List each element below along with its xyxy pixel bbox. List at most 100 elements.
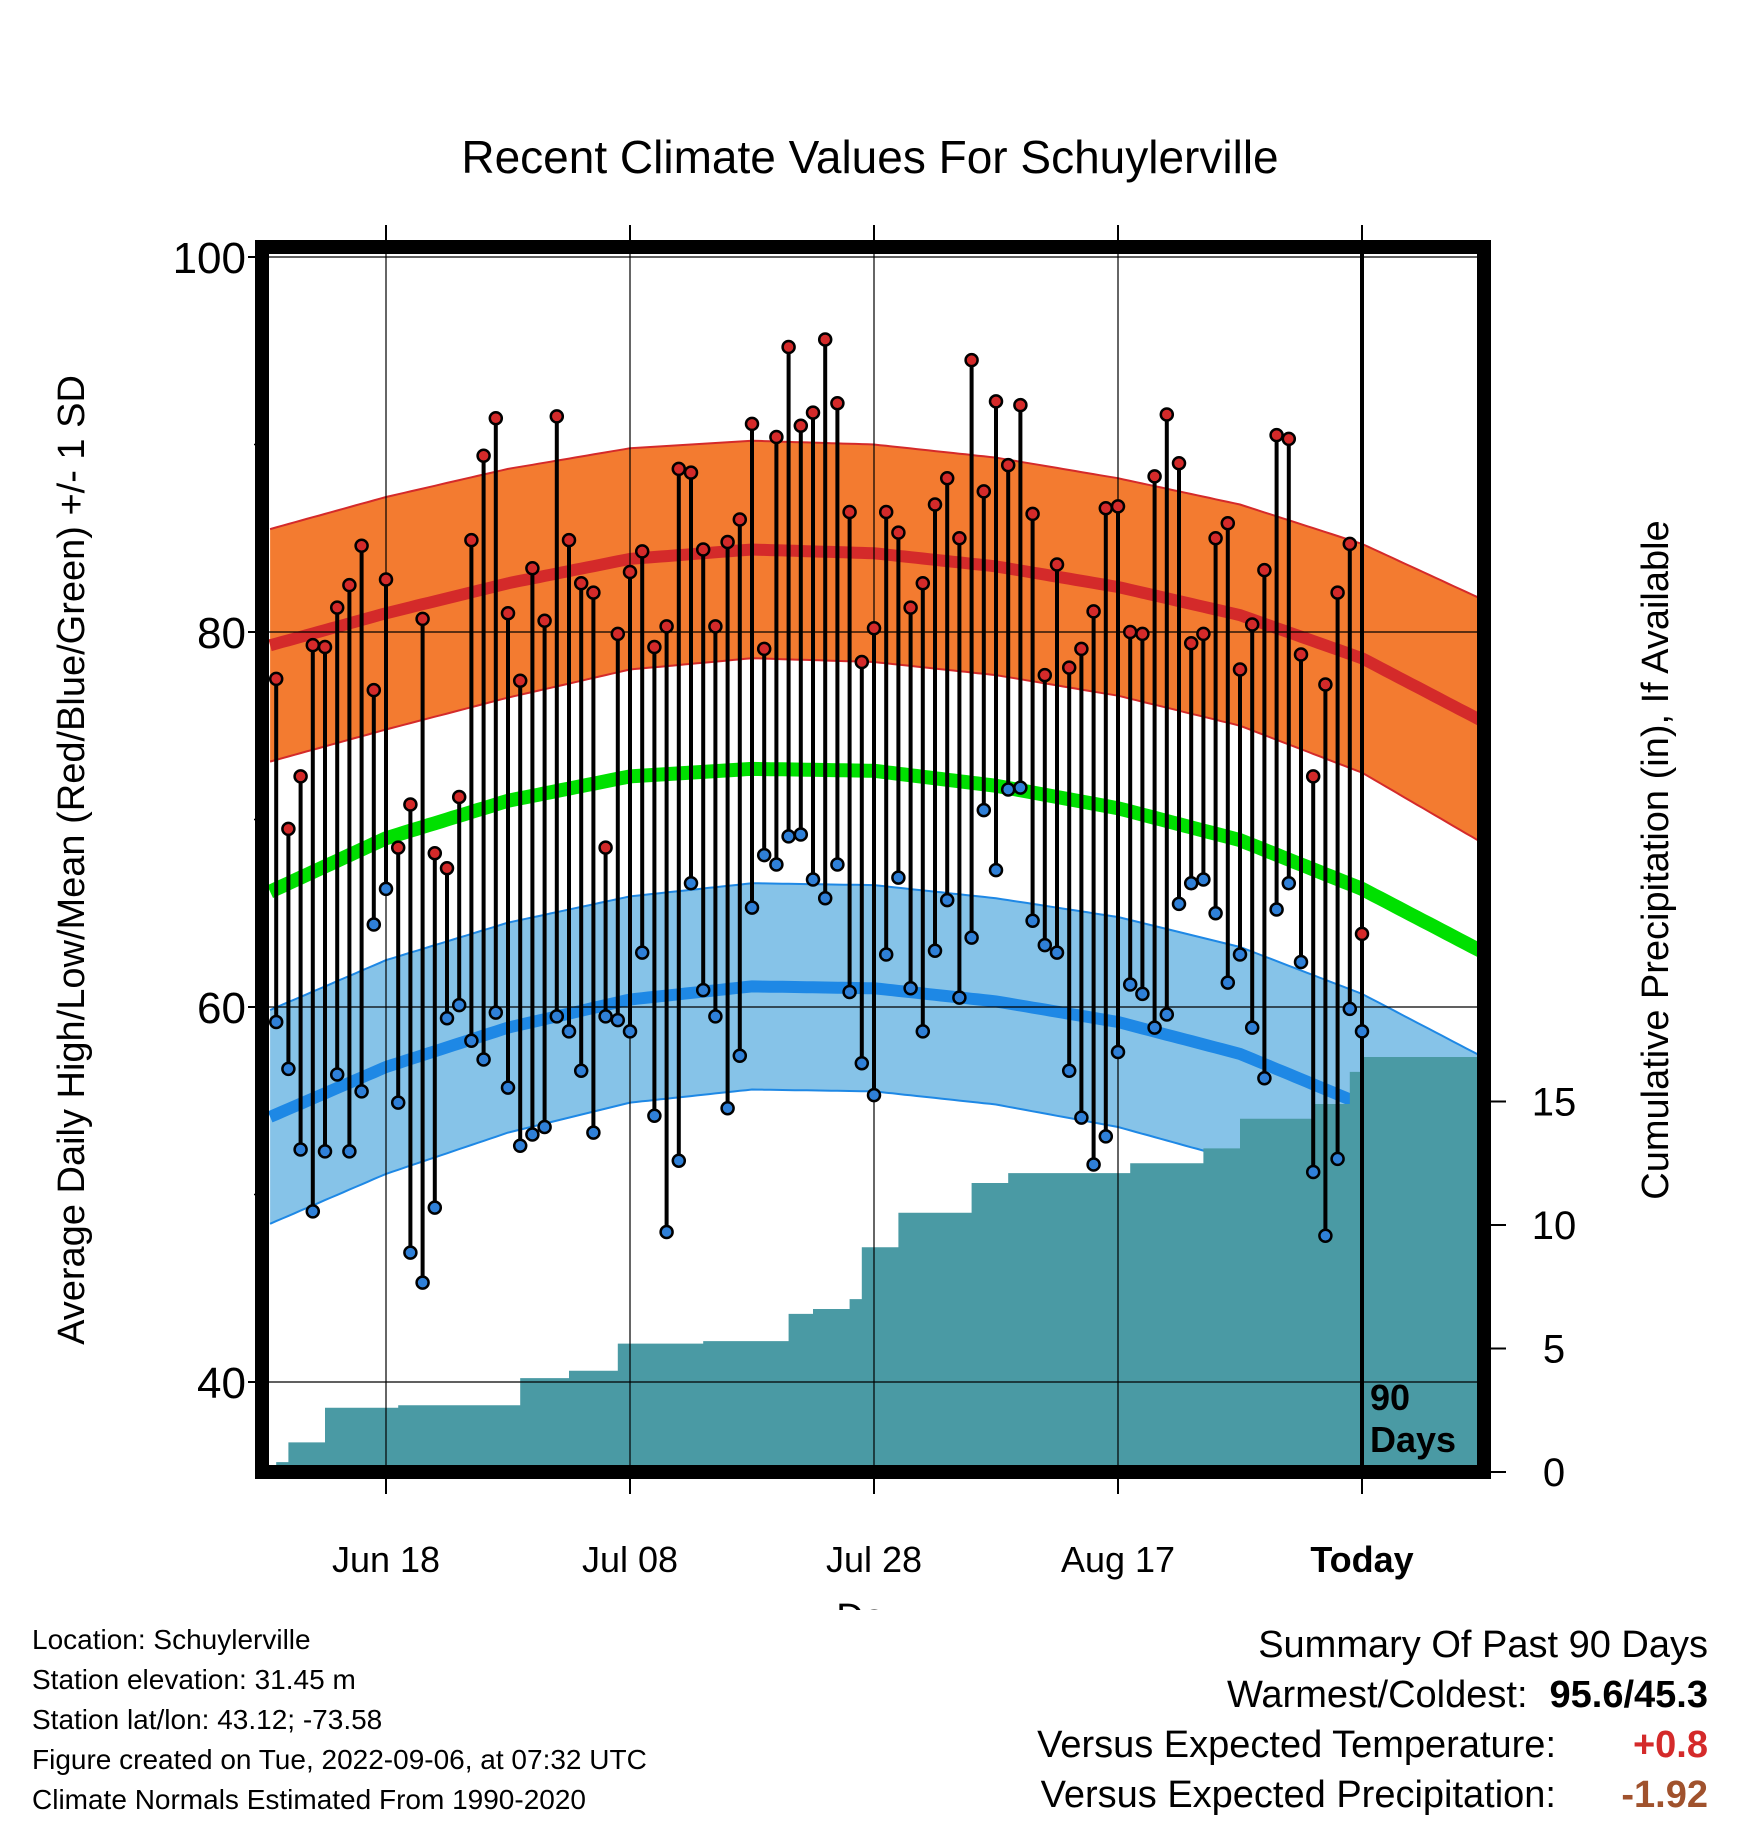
high-point [1159,407,1175,422]
low-point [1342,1001,1358,1017]
high-point [378,572,394,587]
high-point [329,600,345,615]
high-point [1037,667,1053,683]
low-point [1061,1063,1077,1078]
low-point [439,1011,455,1026]
low-point [476,1052,491,1067]
low-point [1305,1164,1321,1180]
high-point [1269,427,1284,443]
high-point [317,639,333,655]
low-point [708,1009,723,1024]
y-tick-label: 60 [197,984,246,1033]
high-point [1000,457,1016,473]
low-point [830,857,845,872]
low-point [500,1080,516,1095]
low-point [1318,1228,1333,1243]
low-point [525,1127,540,1142]
x-axis-label: Day [836,1597,904,1610]
low-point [1281,876,1297,891]
low-point [1208,906,1223,921]
high-point [500,606,516,621]
low-point [512,1138,528,1153]
low-point [390,1095,406,1110]
high-point [720,534,735,550]
low-point [378,881,394,897]
low-point [1049,945,1065,960]
high-point [1342,536,1358,552]
high-point [1074,641,1089,657]
low-point [366,917,382,932]
low-point [720,1101,735,1116]
low-point [415,1275,430,1290]
temp-departure-label: Versus Expected Temperature: [1037,1724,1556,1766]
high-point [1025,506,1040,522]
warmest-coldest-row: Warmest/Coldest: 95.6/45.3 [1037,1670,1708,1720]
low-point [732,1048,748,1063]
low-point [317,1144,333,1159]
high-point [415,611,430,627]
high-point [805,405,821,420]
low-point [464,1033,479,1048]
high-point [1244,617,1260,632]
warmest-coldest-value: 95.6/45.3 [1549,1674,1708,1716]
low-point [854,1056,870,1071]
low-point [1244,1020,1260,1035]
y2-tick-label: 0 [1543,1451,1565,1495]
climate-chart: Recent Climate Values For Schuylerville … [51,131,1677,1610]
x-tick-label: Jul 08 [582,1539,678,1580]
high-point [1330,585,1345,600]
low-point [756,847,772,863]
low-point [1122,977,1138,992]
high-point [512,673,528,688]
high-point [281,821,296,837]
high-point [1135,626,1150,642]
high-point [817,332,833,347]
high-point [1098,501,1114,516]
high-point [1220,516,1236,531]
low-point [1147,1020,1162,1035]
y-tick-label: 40 [197,1359,246,1408]
low-point [561,1024,577,1039]
high-point [708,619,723,634]
high-point [695,542,711,557]
high-point [1257,562,1272,578]
low-point [342,1144,357,1159]
precip-area [276,1057,1485,1472]
high-point [952,531,967,546]
low-point [1086,1157,1101,1172]
high-point [476,448,491,463]
high-point [634,544,650,559]
low-point [598,1009,613,1024]
low-point [866,1087,882,1103]
low-point [1171,896,1187,912]
location-text: Location: Schuylerville [32,1624,311,1655]
high-point [964,352,979,368]
high-point [1122,624,1138,640]
low-point [964,930,979,945]
high-point [781,339,796,355]
high-point [1208,531,1223,546]
low-point [1220,975,1236,990]
temp-departure-row: Versus Expected Temperature: +0.8 [1037,1720,1708,1770]
low-point [1074,1110,1089,1125]
today-window-label-line2: Days [1370,1419,1456,1460]
low-point [1000,782,1016,797]
high-point [1293,647,1309,662]
summary-heading: Summary Of Past 90 Days [1258,1624,1708,1666]
low-point [1293,954,1309,970]
high-point [488,411,504,426]
low-point [610,1012,626,1028]
high-point [427,846,443,861]
high-point [268,671,284,687]
low-point [1110,1044,1126,1060]
y-tick-label: 100 [173,234,246,283]
high-point [866,621,882,636]
low-point [354,1084,369,1099]
high-point [854,654,870,670]
warmest-coldest-label: Warmest/Coldest: [1226,1674,1528,1716]
low-point [451,997,467,1013]
low-point [744,900,760,915]
high-point [525,561,540,576]
high-point [1110,499,1126,514]
high-point [403,797,418,812]
